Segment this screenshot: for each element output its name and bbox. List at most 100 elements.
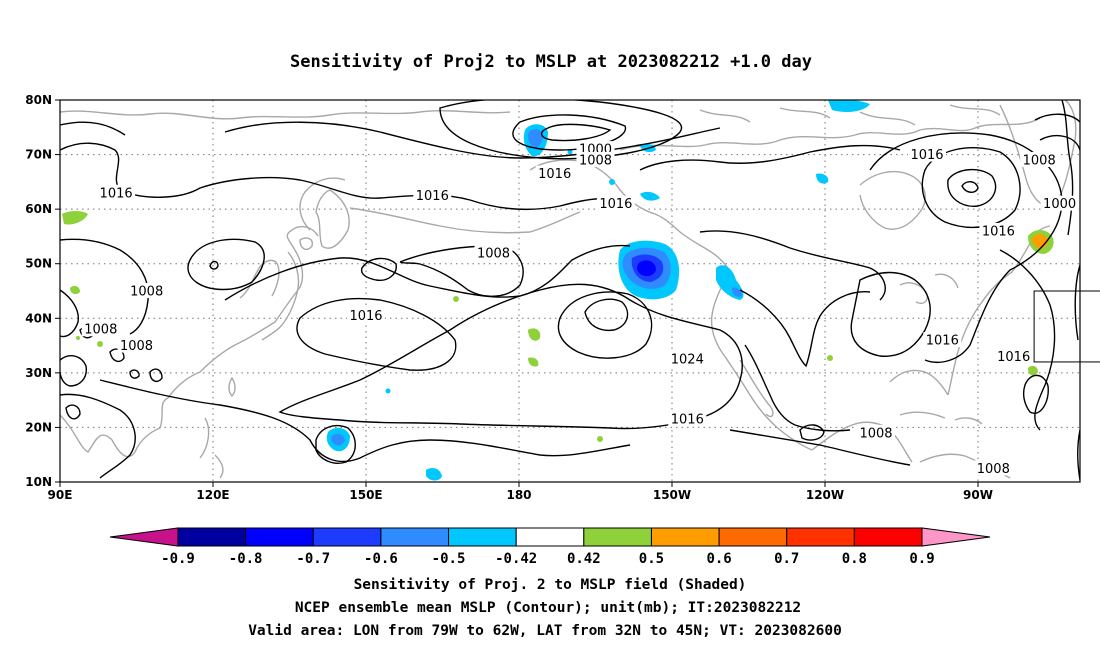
coastline-hokkaido [299, 237, 314, 251]
contour-atlantic-ridge [999, 113, 1080, 431]
colorbar-swatch-7 [650, 527, 720, 547]
contour-asia-west-3 [65, 404, 81, 420]
shade-negative-philippine-sea-core [331, 433, 345, 446]
contour-label-bg-5 [97, 184, 136, 200]
contour-asia-west-9 [60, 238, 149, 335]
lon-tick-label-4: 150W [653, 488, 691, 502]
figure-title: Sensitivity of Proj2 to MSLP at 20230822… [290, 52, 812, 72]
contour-label-bg-10 [474, 244, 513, 260]
contour-kamchatka-1008 [360, 257, 397, 281]
colorbar-swatch-10 [853, 527, 923, 547]
contour-label-10: 1008 [477, 246, 510, 261]
contour-label-bg-12 [347, 307, 385, 323]
contour-siberia-1016 [60, 142, 631, 211]
contour-label-bg-15 [668, 351, 707, 367]
contour-label-8: 1000 [1043, 197, 1076, 212]
colorbar-tick-label-4: -0.5 [432, 551, 466, 567]
shade-positive-dot-4 [827, 355, 833, 361]
shade-negative-dot-2 [609, 179, 615, 185]
contour-label-bg-18 [668, 411, 707, 427]
contour-pacific-1016-loop [296, 297, 457, 371]
contour-subtropic-inner [584, 298, 629, 332]
contour-label-13: 1008 [84, 323, 117, 338]
shade-negative-arctic-core [528, 128, 543, 148]
shade-positive-atlantic-small [1028, 365, 1038, 376]
contour-label-11: 1008 [130, 285, 163, 300]
colorbar-swatch-9 [786, 527, 855, 547]
contour-arctic-1000 [541, 123, 612, 142]
contour-pacific-1016-big [224, 244, 631, 301]
shade-negative-gulf-alaska-peak [637, 260, 656, 277]
colorbar-tick-label-0: -0.9 [161, 551, 195, 567]
contour-siberia-1016-b [60, 121, 126, 136]
contour-label-3: 1016 [416, 189, 449, 204]
colorbar-tick-label-8: 0.6 [706, 551, 731, 567]
colorbar-high-triangle [921, 527, 991, 547]
contour-label-9: 1016 [982, 224, 1015, 239]
contour-label-14: 1008 [120, 339, 153, 354]
shade-negative-west-coast-core [732, 287, 742, 297]
contour-hudson-1008 [921, 146, 1021, 229]
coastlines [60, 100, 1077, 479]
contour-na-south [744, 344, 851, 432]
colorbar-tick-label-9: 0.7 [774, 551, 799, 567]
shade-positive-dot-2 [453, 296, 459, 302]
contour-label-15: 1024 [671, 353, 704, 368]
contour-label-bg-19 [857, 424, 895, 440]
colorbar-tick-label-5: -0.42 [495, 551, 537, 567]
colorbar-tick-label-7: 0.5 [639, 551, 664, 567]
coastline-south-asia [60, 225, 319, 458]
caption-line-1: Sensitivity of Proj. 2 to MSLP field (Sh… [354, 577, 747, 593]
caption-line-2: NCEP ensemble mean MSLP (Contour); unit(… [295, 600, 801, 616]
contour-label-bg-13 [81, 321, 120, 337]
contour-subtropic-high-1024 [557, 291, 653, 359]
coastline-siberia [60, 110, 511, 120]
contour-label-bg-11 [127, 283, 166, 298]
shade-negative-nw-canada [640, 191, 660, 201]
contour-hudson-1016 [869, 132, 1063, 363]
contour-label-1: 1008 [579, 154, 612, 169]
contour-asia-west-1 [60, 289, 79, 338]
shade-negative-yukon [816, 173, 829, 184]
contour-na-1016-north [639, 144, 901, 171]
shade-positive-pacific-2 [528, 357, 539, 367]
contour-polar-1016 [224, 121, 721, 159]
contour-aleutian-1008 [399, 245, 524, 297]
longitude-axis: 90E120E150E180150W120W90W60W [48, 482, 993, 502]
coastline-kamchatka [315, 189, 350, 249]
contour-asia-west-2 [60, 355, 87, 387]
coastline-west-coast [710, 271, 813, 451]
contour-label-bg-8 [1040, 195, 1079, 211]
contour-label-20: 1008 [977, 462, 1010, 477]
contour-asia-west-7 [60, 393, 136, 479]
colorbar-low-triangle [109, 527, 179, 547]
map-frame [59, 99, 1081, 483]
colorbar-swatch-3 [380, 527, 450, 547]
contour-na-trough [739, 289, 871, 368]
contour-label-bg-20 [974, 460, 1013, 476]
contour-asia-west-8 [149, 368, 163, 383]
colorbar: -0.9 -0.8 -0.7 -0.6 -0.5 -0.42 0.42 0.5 0.6 0.7 0.… [109, 527, 991, 567]
contour-asia-1008-small [209, 260, 219, 270]
shade-negative-tropics [426, 468, 442, 481]
coastline-gulf-mexico [811, 369, 949, 463]
colorbar-swatch-6 [583, 527, 652, 547]
contour-label-4: 1016 [599, 197, 632, 212]
contour-label-bg-3 [413, 187, 452, 203]
contour-label-17: 1016 [997, 350, 1030, 365]
contour-tropical-1016 [99, 379, 631, 463]
contour-philippine-low [315, 424, 356, 464]
contour-asia-west-6 [129, 369, 140, 379]
coastline-okhotsk [299, 177, 346, 231]
coastline-arctic-islands [699, 104, 1001, 126]
lat-tick-label-0: 80N [25, 93, 52, 107]
colorbar-swatch-8 [718, 527, 788, 547]
colorbar-tick-label-6: 0.42 [567, 551, 601, 567]
lat-tick-label-4: 40N [25, 311, 52, 325]
lon-tick-label-2: 150E [349, 488, 382, 502]
coastline-japan [261, 251, 300, 341]
shade-positive-dot-1 [97, 341, 103, 347]
contour-hudson-1000 [947, 169, 997, 207]
shade-negative-dot [385, 388, 391, 394]
